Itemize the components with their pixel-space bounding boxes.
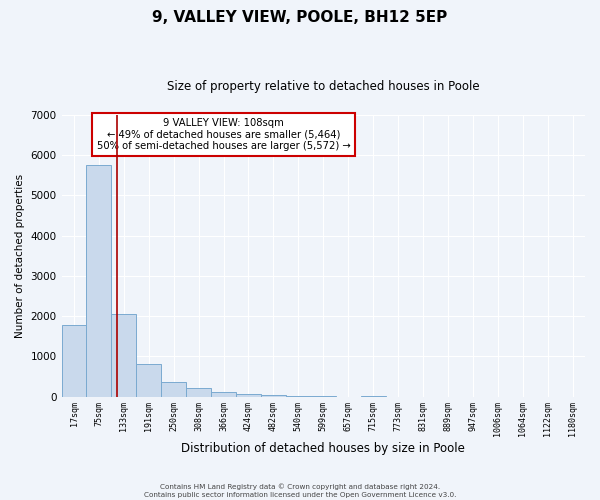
Bar <box>236 394 261 396</box>
Title: Size of property relative to detached houses in Poole: Size of property relative to detached ho… <box>167 80 479 93</box>
Y-axis label: Number of detached properties: Number of detached properties <box>15 174 25 338</box>
Text: Contains HM Land Registry data © Crown copyright and database right 2024.
Contai: Contains HM Land Registry data © Crown c… <box>144 484 456 498</box>
Bar <box>112 314 136 396</box>
Text: 9, VALLEY VIEW, POOLE, BH12 5EP: 9, VALLEY VIEW, POOLE, BH12 5EP <box>152 10 448 25</box>
X-axis label: Distribution of detached houses by size in Poole: Distribution of detached houses by size … <box>181 442 465 455</box>
Bar <box>161 382 186 396</box>
Bar <box>136 364 161 396</box>
Bar <box>211 392 236 396</box>
Bar <box>186 388 211 396</box>
Text: 9 VALLEY VIEW: 108sqm
← 49% of detached houses are smaller (5,464)
50% of semi-d: 9 VALLEY VIEW: 108sqm ← 49% of detached … <box>97 118 350 151</box>
Bar <box>62 325 86 396</box>
Bar <box>86 166 112 396</box>
